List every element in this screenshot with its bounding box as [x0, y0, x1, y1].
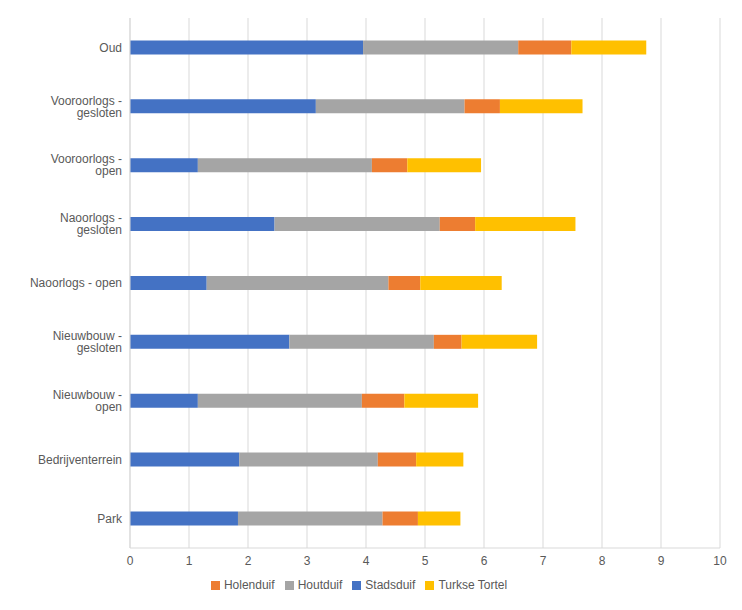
svg-text:Naoorlogs - open: Naoorlogs - open	[30, 276, 122, 290]
svg-text:5: 5	[422, 554, 429, 568]
svg-text:10: 10	[713, 554, 727, 568]
svg-text:Oud: Oud	[99, 41, 122, 55]
svg-text:Vooroorlogs -gesloten: Vooroorlogs -gesloten	[51, 94, 122, 120]
svg-text:1: 1	[186, 554, 193, 568]
svg-text:3: 3	[304, 554, 311, 568]
html-text:Holenduif: Holenduif	[223, 578, 275, 592]
svg-text:Bedrijventerrein: Bedrijventerrein	[38, 453, 122, 467]
svg-text:Vooroorlogs -open: Vooroorlogs -open	[51, 152, 122, 178]
svg-text:Naoorlogs -gesloten: Naoorlogs -gesloten	[60, 211, 122, 237]
html-text:Houtduif: Houtduif	[297, 578, 343, 592]
svg-text:2: 2	[245, 554, 252, 568]
svg-text:Nieuwbouw -open: Nieuwbouw -open	[53, 388, 122, 414]
svg-text:0: 0	[127, 554, 134, 568]
svg-text:7: 7	[540, 554, 547, 568]
svg-text:Park: Park	[97, 512, 123, 526]
html-text:Stadsduif: Stadsduif	[365, 578, 416, 592]
svg-text:6: 6	[481, 554, 488, 568]
svg-text:Nieuwbouw -gesloten: Nieuwbouw -gesloten	[53, 329, 122, 355]
svg-text:8: 8	[599, 554, 606, 568]
svg-text:9: 9	[658, 554, 665, 568]
svg-text:4: 4	[363, 554, 370, 568]
html-text:Turkse Tortel: Turkse Tortel	[438, 578, 508, 592]
